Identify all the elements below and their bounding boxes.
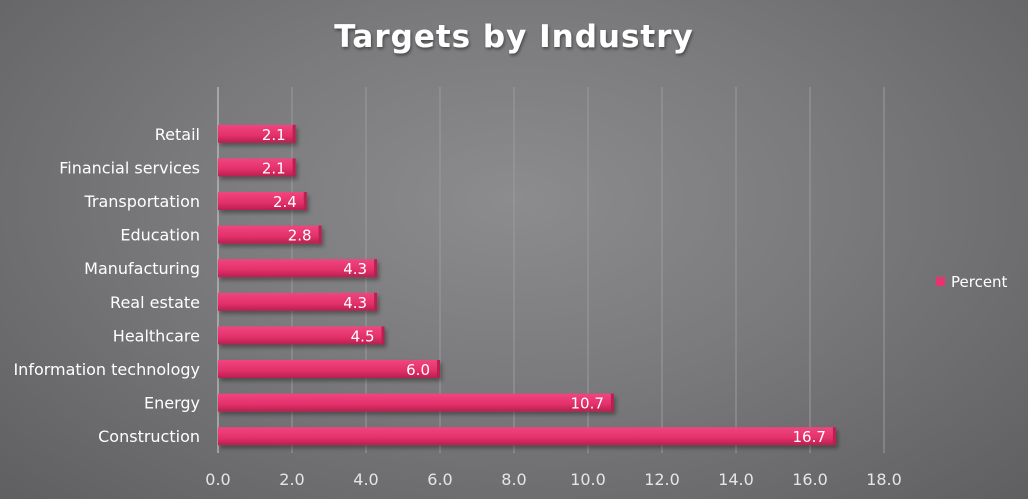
data-label: 10.7 bbox=[570, 395, 603, 413]
bar bbox=[218, 192, 307, 210]
category-label: Information technology bbox=[13, 360, 200, 379]
x-tick-label: 4.0 bbox=[353, 470, 378, 489]
data-label: 4.5 bbox=[351, 327, 375, 345]
data-label: 16.7 bbox=[792, 428, 825, 446]
x-tick-label: 14.0 bbox=[718, 470, 754, 489]
bar bbox=[218, 326, 385, 345]
bar bbox=[218, 292, 378, 311]
data-label: 2.1 bbox=[262, 159, 286, 177]
category-label: Construction bbox=[98, 427, 200, 446]
x-tick-label: 10.0 bbox=[570, 470, 606, 489]
x-tick-label: 8.0 bbox=[501, 470, 526, 489]
x-tick-label: 0.0 bbox=[205, 470, 230, 489]
x-tick-label: 12.0 bbox=[644, 470, 680, 489]
category-label: Transportation bbox=[83, 192, 200, 211]
category-label: Real estate bbox=[110, 293, 200, 312]
category-label: Education bbox=[120, 226, 200, 245]
bar bbox=[218, 158, 296, 177]
x-tick-label: 2.0 bbox=[279, 470, 304, 489]
data-label: 4.3 bbox=[343, 294, 367, 312]
bar bbox=[218, 427, 836, 446]
bar-end-cap bbox=[437, 360, 440, 378]
legend-swatch bbox=[936, 277, 945, 286]
bar bbox=[218, 393, 614, 412]
chart-title: Targets by Industry bbox=[334, 19, 693, 55]
bar-end-cap bbox=[374, 259, 378, 278]
legend: Percent bbox=[936, 273, 1008, 291]
bar-layer bbox=[218, 124, 836, 446]
x-tick-label: 18.0 bbox=[866, 470, 902, 489]
bar-end-cap bbox=[374, 292, 378, 311]
bar-end-cap bbox=[292, 158, 296, 177]
bar-end-cap bbox=[381, 326, 385, 345]
label-layer: 0.0 2.0 4.0 6.0 8.0 10.0 12.0 14.0 16.0 18.0 Retai… bbox=[13, 125, 901, 489]
bar bbox=[218, 259, 378, 278]
bar bbox=[218, 124, 296, 143]
grid-layer bbox=[217, 87, 885, 453]
bar-end-cap bbox=[832, 427, 836, 446]
bar-end-cap bbox=[318, 225, 322, 244]
bar bbox=[218, 225, 322, 244]
bar bbox=[218, 360, 440, 378]
x-tick-label: 6.0 bbox=[427, 470, 452, 489]
bar-end-cap bbox=[303, 192, 307, 210]
bar-end-cap bbox=[610, 393, 614, 412]
x-tick-label: 16.0 bbox=[792, 470, 828, 489]
category-label: Manufacturing bbox=[84, 259, 200, 278]
data-label: 2.1 bbox=[262, 126, 286, 144]
data-label: 2.4 bbox=[273, 193, 297, 211]
data-label: 2.8 bbox=[288, 227, 312, 245]
category-label: Energy bbox=[144, 394, 200, 413]
category-label: Financial services bbox=[59, 158, 200, 177]
data-label: 4.3 bbox=[343, 260, 367, 278]
legend-label: Percent bbox=[951, 273, 1008, 291]
bar-end-cap bbox=[292, 124, 296, 143]
data-label: 6.0 bbox=[406, 361, 430, 379]
category-label: Retail bbox=[155, 125, 200, 144]
category-label: Healthcare bbox=[113, 326, 200, 345]
